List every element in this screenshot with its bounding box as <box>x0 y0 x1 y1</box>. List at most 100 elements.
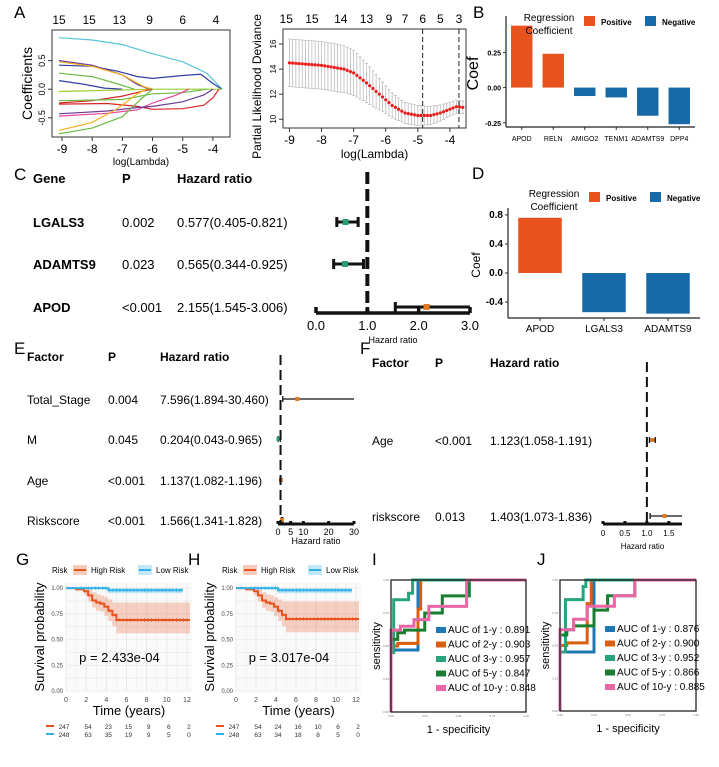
deviance-point <box>416 113 420 118</box>
forest-plot-c: Gene P Hazard ratio LGALS3 0.002 0.577(0.405-… <box>33 171 479 345</box>
row-hazard-ratio: 0.565(0.344-0.925) <box>177 257 288 272</box>
x-tick-label: 0.25 <box>422 714 428 718</box>
category-label: RELN <box>544 136 563 143</box>
x-tick-label: 6 <box>294 697 298 704</box>
deviance-point <box>435 112 439 116</box>
y-tick-label: 0.50 <box>552 644 558 648</box>
legend-label-high: High Risk <box>91 566 126 575</box>
coefficient-path-line <box>58 88 220 110</box>
category-label: TENM1 <box>604 136 628 143</box>
deviance-point <box>454 105 458 109</box>
x-tick-label: 0 <box>234 697 238 704</box>
roc-curve <box>558 578 696 711</box>
legend-label-low: Low Risk <box>156 566 189 575</box>
top-tick-label: 15 <box>83 13 97 27</box>
coef-bar-chart-d: APOD LGALS3 ADAMTS9 -0.4 0.0 0.4 0.8 Coef Regres… <box>469 189 701 335</box>
row-name: ADAMTS9 <box>33 257 96 272</box>
legend-swatch-negative <box>645 16 656 26</box>
y-axis-label: Coef <box>465 56 482 90</box>
coefficient-path-line <box>58 88 147 131</box>
category-label: ADAMTS9 <box>644 324 692 335</box>
deviance-point <box>303 62 308 66</box>
legend-swatch <box>436 656 446 662</box>
deviance-point <box>348 70 353 74</box>
row-pvalue: 0.013 <box>435 510 465 524</box>
x-tick-label: 3.0 <box>461 318 479 333</box>
deviance-point <box>441 110 446 114</box>
deviance-point <box>329 65 333 69</box>
deviance-point <box>332 65 336 70</box>
x-tick-label: 5 <box>288 527 293 537</box>
y-tick-label: -0.5 <box>37 110 47 126</box>
y-axis-label: Survival probability <box>32 582 47 692</box>
top-tick-label: 7 <box>402 12 409 26</box>
deviance-point <box>371 86 375 91</box>
bar <box>582 272 626 313</box>
risk-table-count: 5 <box>336 732 340 739</box>
deviance-point <box>380 95 385 99</box>
risk-table-count: 5 <box>167 732 171 739</box>
x-tick-label: -5 <box>177 142 188 156</box>
deviance-point <box>319 63 324 67</box>
risk-table-count: 6 <box>167 724 171 731</box>
row-pvalue: <0.001 <box>122 300 162 315</box>
deviance-point <box>294 61 298 65</box>
x-axis-label: Hazard ratio <box>621 542 665 551</box>
x-tick-label: 12 <box>352 697 360 704</box>
coefficient-path-line <box>58 88 153 104</box>
deviance-point <box>432 113 436 117</box>
x-tick-label: 0.0 <box>307 318 325 333</box>
legend-label-high: High Risk <box>261 566 296 575</box>
legend-label: AUC of 5-y : 0.847 <box>448 669 531 680</box>
row-name: M <box>27 433 37 447</box>
y-axis-label: Coef <box>469 252 483 278</box>
top-tick-label: 6 <box>179 13 186 27</box>
bar <box>574 87 596 97</box>
row-pvalue: 0.023 <box>122 257 155 272</box>
roc-curve <box>558 578 696 711</box>
x-axis-label: Hazard ratio <box>291 536 340 546</box>
deviance-point <box>300 62 304 66</box>
roc-curve <box>389 578 526 712</box>
panel-label-e: E <box>14 339 25 358</box>
y-tick-label: 1.00 <box>383 578 389 582</box>
risk-table-count: 15 <box>125 724 133 731</box>
x-tick-label: 0.75 <box>489 714 495 718</box>
roc-curve-j: 0.00 0.25 0.50 0.75 1.00 0.00 0.25 0.50 0.75 1.00… <box>540 578 705 735</box>
y-tick-label: 0.75 <box>51 612 63 618</box>
risk-table-count: 23 <box>105 724 113 731</box>
legend-swatch-positive <box>584 16 595 26</box>
y-axis-label: sensitivity <box>371 622 383 670</box>
deviance-point <box>396 107 401 111</box>
panel-label-i: I <box>372 550 377 569</box>
plot-background <box>66 583 192 691</box>
deviance-point <box>400 109 404 113</box>
risk-table-count: 24 <box>274 724 282 731</box>
x-tick-label: -4 <box>208 142 219 156</box>
legend-title: Coefficient <box>530 202 577 213</box>
column-header: Factor <box>27 350 64 364</box>
x-tick-label: 10 <box>163 697 171 704</box>
risk-table-count: 0 <box>356 732 360 739</box>
y-tick-label: 12 <box>269 89 278 98</box>
legend-label-positive: Positive <box>601 18 632 27</box>
deviance-point <box>451 106 455 110</box>
x-tick-label: 30 <box>349 527 359 537</box>
y-tick-label: 1.00 <box>221 586 233 592</box>
row-hazard-ratio: 1.566(1.341-1.828) <box>160 514 262 528</box>
coef-bar-chart-b: APOD RELN AMIGO2 TENM1 ADAMTS9 DPP4 -0.25 0.00 0… <box>465 13 696 143</box>
row-hazard-ratio: 1.403(1.073-1.836) <box>490 510 592 524</box>
deviance-point <box>422 113 426 118</box>
confidence-band <box>66 588 190 634</box>
deviance-point <box>409 112 414 116</box>
forest-plot-f: Factor P Hazard ratio Age <0.001 1.123(1.058-… <box>372 356 682 551</box>
risk-table-count: 8 <box>316 732 320 739</box>
x-tick-label: 0.25 <box>591 713 597 717</box>
y-tick-label: 0.25 <box>383 677 389 681</box>
legend-swatch <box>605 669 615 676</box>
panel-label-c: C <box>14 165 26 184</box>
y-axis-label: Survival probability <box>202 582 217 692</box>
deviance-point <box>403 111 407 115</box>
deviance-point <box>419 113 423 118</box>
y-tick-label: 0.00 <box>221 689 233 695</box>
